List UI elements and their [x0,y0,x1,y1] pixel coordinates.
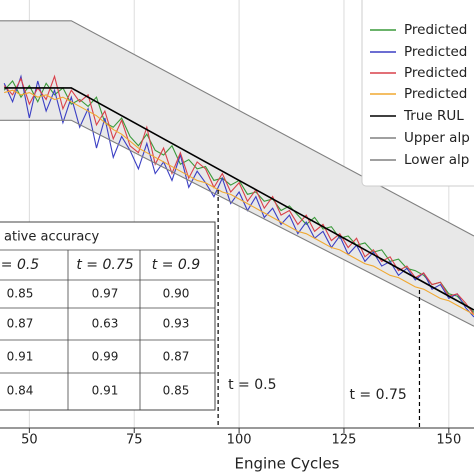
table-cell: 0.63 [92,317,119,331]
table-cell: 0.91 [7,350,34,364]
table-cell: 0.99 [92,350,119,364]
legend-label: Upper alp [404,130,470,146]
legend-label: Predicted [404,44,467,60]
table-box [0,221,216,411]
table-cell: 0.93 [163,317,190,331]
legend-label: Predicted [404,22,467,38]
table-header: = 0.5 [1,257,40,273]
table-cell: 0.84 [7,384,34,398]
table-header: t = 0.75 [76,257,133,273]
annotation-label: t = 0.75 [349,387,406,403]
legend-label: Predicted [404,65,467,81]
table-cell: 0.85 [163,384,190,398]
table-cell: 0.97 [92,287,119,301]
x-tick-label: 75 [126,433,143,448]
series-line [0,20,474,237]
table-cell: 0.87 [7,317,34,331]
legend-label: Predicted [404,86,467,102]
series-line [3,74,474,318]
legend-box [361,0,474,187]
annotation-label: t = 0.5 [228,377,276,393]
table-cell: 0.90 [163,287,190,301]
legend: Predicted Predicted Predicted Predicted True… [361,0,474,187]
table-title: ative accuracy [4,230,99,245]
legend-label: True RUL [403,108,464,124]
table-cell: 0.85 [7,287,34,301]
series-line [0,119,474,327]
x-tick-label: 50 [21,433,38,448]
x-tick-label: 125 [332,433,357,448]
x-tick-label: 150 [436,433,461,448]
legend-label: Lower alp [404,152,469,168]
alpha-band [0,20,474,327]
table-cell: 0.91 [92,384,119,398]
relative-accuracy-table: ative accuracy = 0.5 t = 0.75 t = 0.9 0.85 0.… [0,221,216,411]
x-axis-label: Engine Cycles [235,455,340,473]
table-header: t = 0.9 [152,257,200,273]
x-tick-label: 100 [227,433,252,448]
series-line [4,89,474,316]
series-line [4,87,474,311]
table-cell: 0.87 [163,350,190,364]
